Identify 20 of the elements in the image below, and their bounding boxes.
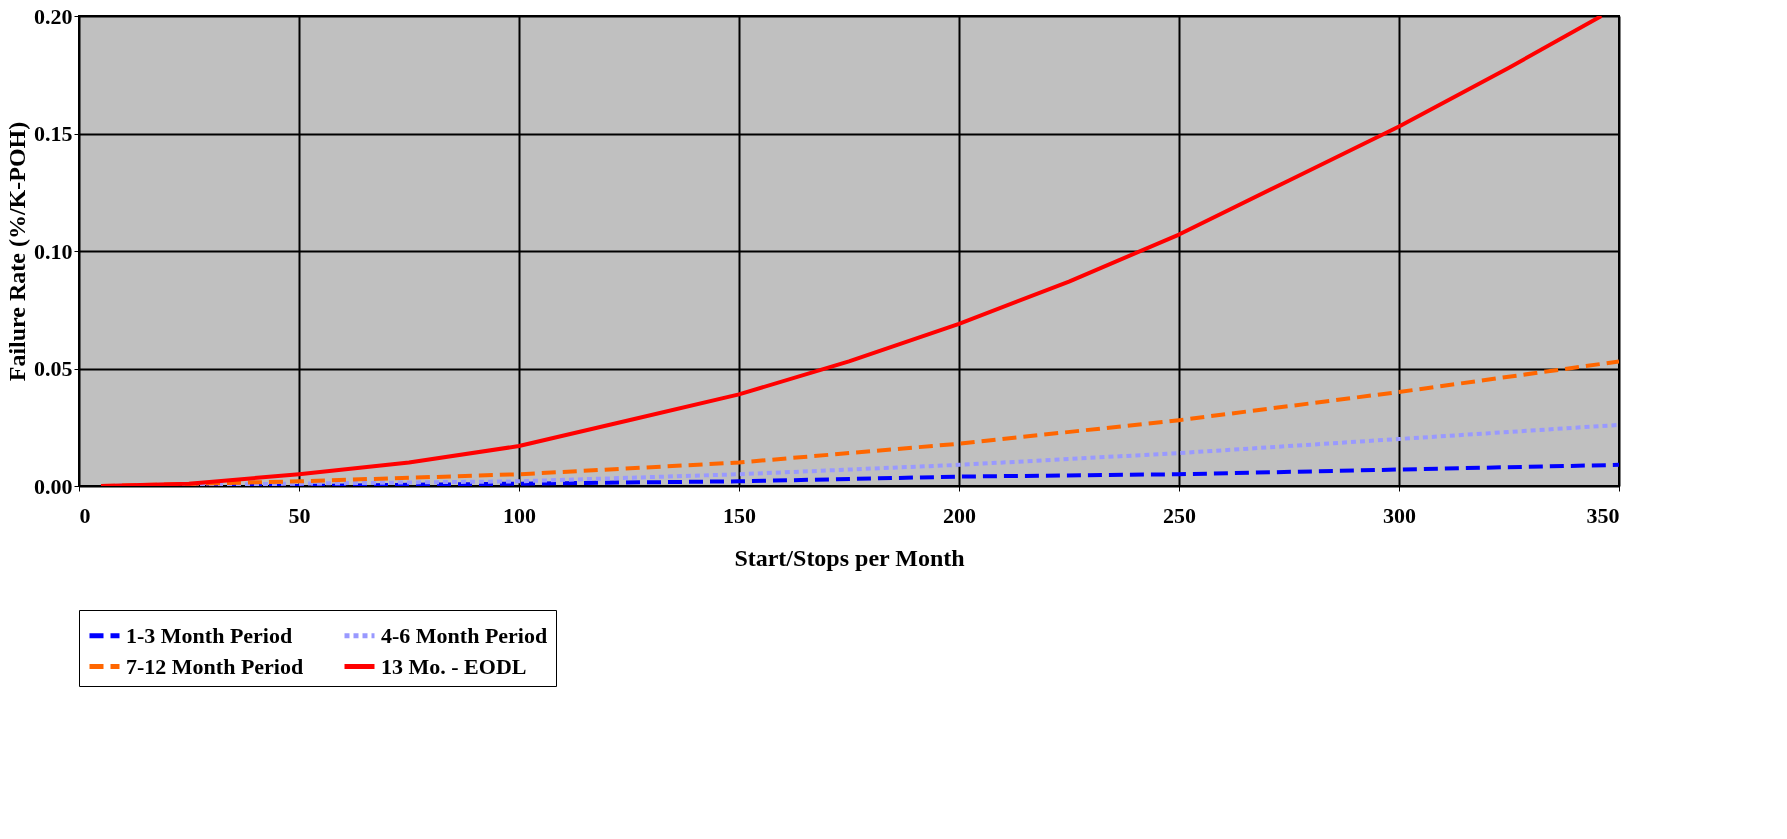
y-axis-title: Failure Rate (%/K-POH) xyxy=(4,121,30,382)
x-axis-title: Start/Stops per Month xyxy=(734,544,965,571)
x-tick-label: 100 xyxy=(503,502,536,528)
x-tick-label: 150 xyxy=(723,502,756,528)
y-tick-label: 0.20 xyxy=(34,3,73,29)
y-tick-label: 0.00 xyxy=(34,473,73,499)
x-tick-label: 50 xyxy=(288,502,311,528)
legend-label: 4-6 Month Period xyxy=(381,622,548,648)
x-tick-label: 200 xyxy=(943,502,976,528)
line-series xyxy=(99,16,1604,486)
legend-label: 7-12 Month Period xyxy=(126,653,304,679)
x-tick-label: 250 xyxy=(1163,502,1196,528)
x-tick-label: 350 xyxy=(1586,502,1620,528)
legend-label: 13 Mo. - EODL xyxy=(381,653,527,679)
y-tick-label: 0.15 xyxy=(34,121,73,146)
x-tick-label: 0 xyxy=(79,502,91,528)
x-tick-label: 300 xyxy=(1383,502,1416,528)
legend-label: 1-3 Month Period xyxy=(126,622,293,648)
y-tick-label: 0.10 xyxy=(34,238,73,264)
y-tick-label: 0.05 xyxy=(34,356,73,381)
